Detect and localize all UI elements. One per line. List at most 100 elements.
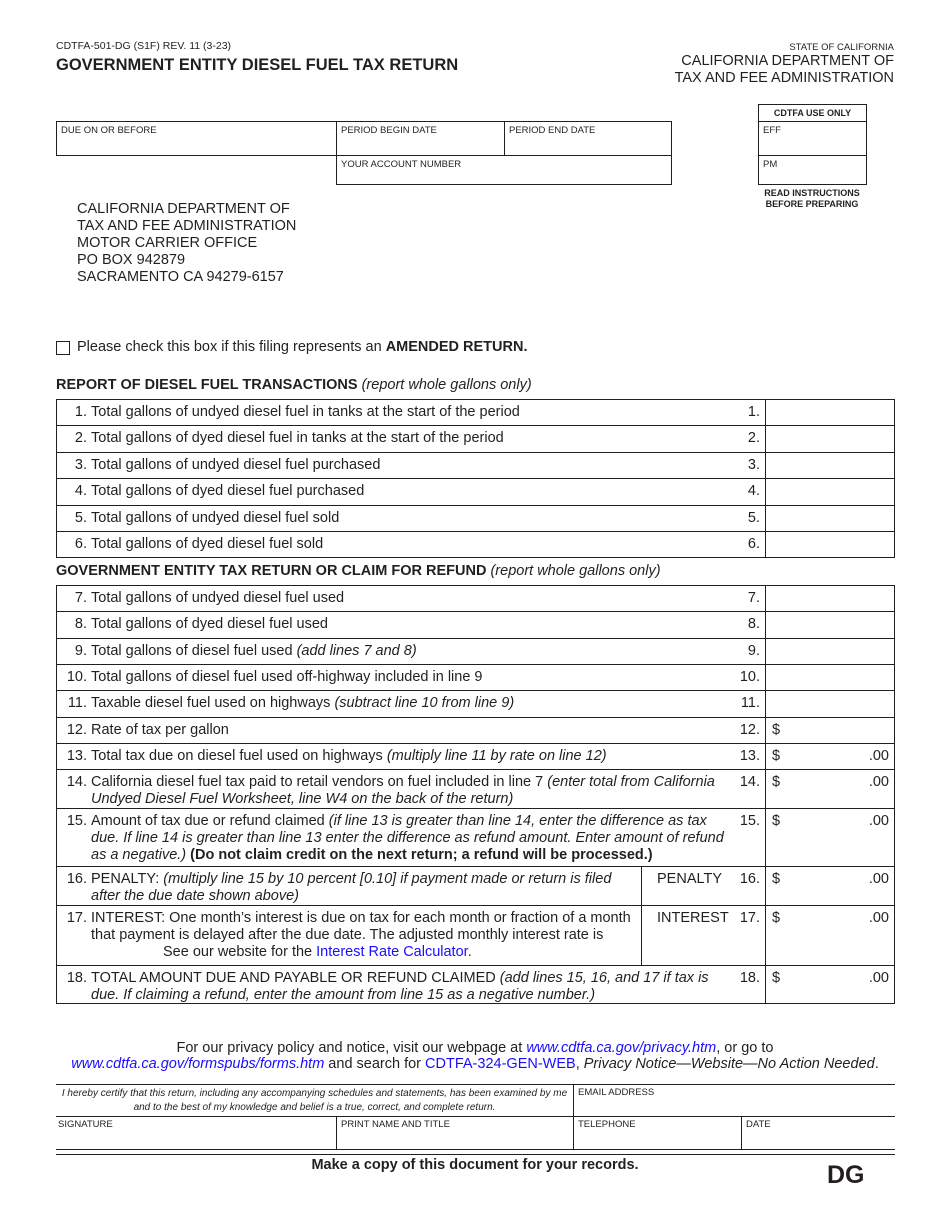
cents-suffix: .00: [868, 774, 889, 790]
text-segment: INTEREST: One month’s interest is due on…: [91, 910, 631, 943]
line-row: 12. Rate of tax per gallon 12. $: [57, 718, 894, 744]
text-segment: (multiply line 11 by rate on line 12): [386, 748, 607, 764]
text-segment: Total gallons of diesel fuel used: [91, 643, 297, 659]
line-7-amount-input[interactable]: [765, 586, 895, 611]
line-description: 18. TOTAL AMOUNT DUE AND PAYABLE OR REFUN…: [57, 970, 729, 1004]
dollar-sign: $: [772, 748, 781, 764]
address-line: CALIFORNIA DEPARTMENT OF: [77, 201, 290, 217]
date-field[interactable]: DATE: [741, 1116, 895, 1150]
dollar-sign: $: [772, 813, 781, 829]
line-description: 8. Total gallons of dyed diesel fuel used: [57, 616, 729, 633]
text-segment: Total gallons of undyed diesel fuel used: [91, 590, 345, 606]
account-number-field[interactable]: YOUR ACCOUNT NUMBER: [336, 155, 672, 185]
line-description: 17. INTEREST: One month’s interest is due…: [57, 910, 641, 961]
text-segment: (add lines 7 and 8): [296, 643, 417, 659]
privacy-link[interactable]: www.cdtfa.ca.gov/privacy.htm: [526, 1040, 717, 1056]
period-begin-field[interactable]: PERIOD BEGIN DATE: [336, 121, 505, 156]
signature-field[interactable]: SIGNATURE: [56, 1116, 336, 1150]
line-label-cell: PENALTY: [641, 867, 765, 905]
publication-link[interactable]: CDTFA-324-GEN-WEB: [425, 1056, 576, 1072]
line-row: 10. Total gallons of diesel fuel used off…: [57, 665, 894, 691]
section-note: (report whole gallons only): [486, 563, 661, 579]
line-ref-number: 17.: [739, 910, 760, 926]
line-number: 3.: [74, 457, 87, 473]
line-row: 2. Total gallons of dyed diesel fuel in t…: [57, 426, 894, 453]
line-text: Total gallons of dyed diesel fuel sold: [87, 536, 323, 553]
amended-return-checkbox[interactable]: [56, 341, 70, 355]
line-text: Total gallons of undyed diesel fuel purc…: [87, 457, 380, 474]
period-end-field[interactable]: PERIOD END DATE: [504, 121, 672, 156]
privacy-text: .: [874, 1056, 879, 1072]
line-9-amount-input[interactable]: [765, 639, 895, 664]
privacy-text: For our privacy policy and notice, visit…: [176, 1040, 527, 1056]
line-11-amount-input[interactable]: [765, 691, 895, 717]
line-3-amount-input[interactable]: [765, 453, 895, 478]
line-5-amount-input[interactable]: [765, 506, 895, 531]
line-row: 13. Total tax due on diesel fuel used on …: [57, 744, 894, 770]
line-label: INTEREST: [657, 910, 729, 926]
text-segment: (multiply line 15 by 10 percent [0.10] i…: [91, 871, 612, 904]
due-date-field[interactable]: DUE ON OR BEFORE: [56, 121, 337, 156]
line-ref-number: 9.: [747, 643, 760, 659]
line-13-amount-input[interactable]: $ .00: [765, 744, 895, 769]
forms-link[interactable]: www.cdtfa.ca.gov/formspubs/forms.htm: [71, 1056, 325, 1072]
line-ref-number: 14.: [739, 774, 760, 790]
dollar-sign: $: [772, 871, 781, 887]
line-number: 9.: [74, 643, 87, 659]
line-15-amount-input[interactable]: $ .00: [765, 809, 895, 866]
line-18-amount-input[interactable]: $ .00: [765, 966, 895, 1003]
address-line: MOTOR CARRIER OFFICE: [77, 235, 258, 251]
cdtfa-use-title: CDTFA USE ONLY: [758, 104, 867, 122]
line-row: 7. Total gallons of undyed diesel fuel us…: [57, 586, 894, 612]
text-segment: (enter total from California Undyed Dies…: [91, 774, 715, 807]
line-12-amount-input[interactable]: $: [765, 718, 895, 743]
text-segment: PENALTY:: [91, 871, 164, 887]
line-text: Total tax due on diesel fuel used on hig…: [87, 748, 607, 765]
line-text: TOTAL AMOUNT DUE AND PAYABLE OR REFUND C…: [87, 970, 729, 1004]
line-number: 5.: [74, 510, 87, 526]
line-ref-number: 12.: [739, 722, 760, 738]
read-instructions: READ INSTRUCTIONS BEFORE PREPARING: [748, 188, 876, 210]
privacy-text: , or go to: [716, 1040, 774, 1056]
interest-rate-calculator-link[interactable]: Interest Rate Calculator: [316, 944, 468, 960]
print-name-field[interactable]: PRINT NAME AND TITLE: [336, 1116, 573, 1150]
dollar-sign: $: [772, 722, 781, 738]
telephone-field[interactable]: TELEPHONE: [573, 1116, 741, 1150]
line-14-amount-input[interactable]: $ .00: [765, 770, 895, 808]
line-description: 9. Total gallons of diesel fuel used (add…: [57, 643, 729, 660]
line-10-amount-input[interactable]: [765, 665, 895, 690]
privacy-text: ,: [575, 1056, 584, 1072]
read-line: READ INSTRUCTIONS: [764, 188, 860, 198]
line-row: 15. Amount of tax due or refund claimed (…: [57, 809, 894, 867]
divider: [56, 1154, 895, 1155]
line-17-amount-input[interactable]: $ .00: [765, 906, 895, 965]
line-row: 11. Taxable diesel fuel used on highways …: [57, 691, 894, 718]
line-number: 15.: [66, 813, 87, 829]
dollar-sign: $: [772, 970, 781, 986]
line-description: 14. California diesel fuel tax paid to re…: [57, 774, 729, 808]
line-2-amount-input[interactable]: [765, 426, 895, 452]
line-8-amount-input[interactable]: [765, 612, 895, 638]
text-segment: Taxable diesel fuel used on highways: [91, 695, 335, 711]
line-row: 8. Total gallons of dyed diesel fuel used…: [57, 612, 894, 639]
line-6-amount-input[interactable]: [765, 532, 895, 557]
line-number: 12.: [66, 722, 87, 738]
line-description: 12. Rate of tax per gallon: [57, 722, 729, 739]
text-segment: Total gallons of dyed diesel fuel sold: [91, 536, 324, 552]
text-segment: California diesel fuel tax paid to retai…: [91, 774, 548, 790]
line-1-amount-input[interactable]: [765, 400, 895, 425]
line-16-amount-input[interactable]: $ .00: [765, 867, 895, 905]
privacy-text: Privacy Notice—Website—No Action Needed: [583, 1056, 875, 1072]
line-text: Total gallons of diesel fuel used (add l…: [87, 643, 417, 660]
line-text: Amount of tax due or refund claimed (if …: [87, 813, 729, 864]
field-label: YOUR ACCOUNT NUMBER: [341, 159, 462, 170]
line-text: Total gallons of undyed diesel fuel sold: [87, 510, 339, 527]
dollar-sign: $: [772, 774, 781, 790]
text-segment: Total gallons of diesel fuel used off-hi…: [91, 669, 483, 685]
text-segment: (Do not claim credit on the next return;…: [186, 847, 653, 863]
email-field[interactable]: EMAIL ADDRESS: [573, 1084, 895, 1117]
text-segment: TOTAL AMOUNT DUE AND PAYABLE OR REFUND C…: [91, 970, 500, 986]
department-name: CALIFORNIA DEPARTMENT OF TAX AND FEE ADM…: [675, 53, 894, 87]
text-segment: Total tax due on diesel fuel used on hig…: [91, 748, 387, 764]
line-4-amount-input[interactable]: [765, 479, 895, 505]
